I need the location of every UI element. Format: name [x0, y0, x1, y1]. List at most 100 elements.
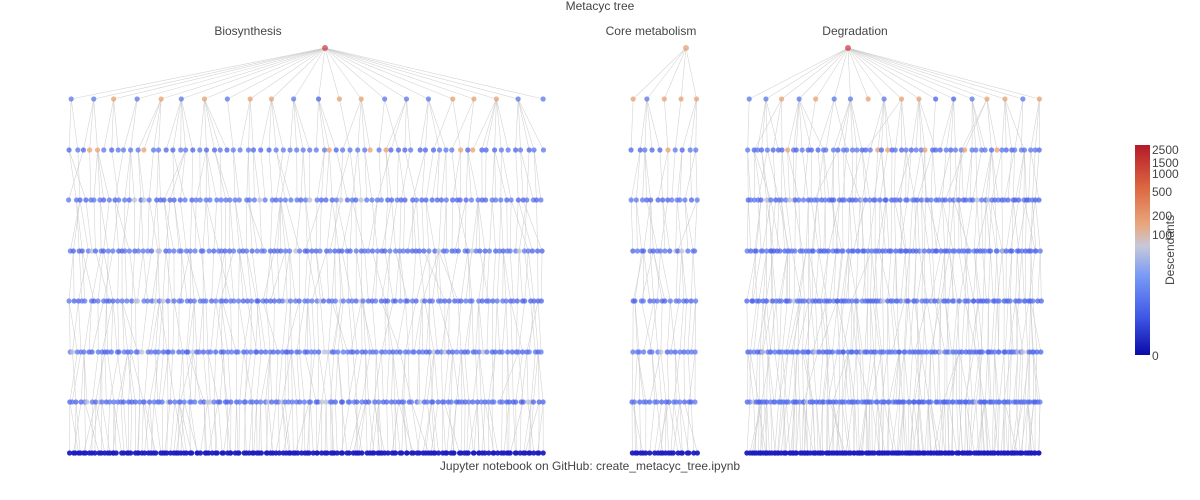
- tree-node[interactable]: [507, 248, 513, 254]
- tree-node[interactable]: [984, 96, 990, 102]
- tree-node[interactable]: [261, 248, 267, 254]
- tree-node[interactable]: [880, 349, 887, 355]
- tree-node[interactable]: [892, 147, 898, 153]
- tree-node[interactable]: [855, 248, 861, 254]
- tree-node[interactable]: [799, 147, 805, 153]
- tree-node[interactable]: [643, 399, 649, 405]
- tree-node[interactable]: [397, 248, 403, 254]
- tree-node[interactable]: [443, 248, 450, 254]
- tree-node[interactable]: [677, 197, 683, 203]
- tree-node[interactable]: [692, 248, 698, 254]
- tree-node[interactable]: [505, 147, 511, 153]
- tree-node[interactable]: [139, 349, 145, 355]
- tree-node[interactable]: [950, 399, 956, 405]
- tree-node[interactable]: [154, 197, 160, 203]
- tree-node[interactable]: [658, 349, 664, 355]
- tree-node[interactable]: [236, 248, 243, 254]
- tree-node[interactable]: [314, 197, 320, 203]
- tree-node[interactable]: [636, 349, 642, 355]
- tree-node[interactable]: [764, 248, 770, 254]
- tree-node[interactable]: [332, 399, 339, 405]
- tree-node[interactable]: [187, 248, 193, 254]
- tree-node[interactable]: [413, 298, 419, 304]
- tree-node[interactable]: [385, 197, 391, 203]
- tree-node[interactable]: [441, 399, 447, 405]
- tree-node[interactable]: [676, 298, 682, 304]
- tree-node[interactable]: [295, 450, 301, 456]
- tree-node[interactable]: [654, 298, 660, 304]
- tree-node[interactable]: [643, 450, 649, 456]
- tree-node[interactable]: [393, 349, 400, 355]
- tree-node[interactable]: [1002, 96, 1008, 102]
- tree-node[interactable]: [135, 349, 141, 355]
- tree-node[interactable]: [137, 399, 143, 405]
- tree-node[interactable]: [862, 197, 869, 203]
- tree-node[interactable]: [521, 248, 528, 254]
- tree-node[interactable]: [479, 298, 485, 304]
- tree-node[interactable]: [825, 248, 831, 254]
- tree-node[interactable]: [670, 450, 676, 456]
- tree-node[interactable]: [135, 248, 141, 254]
- tree-node[interactable]: [744, 298, 750, 304]
- tree-node[interactable]: [503, 298, 509, 304]
- tree-node[interactable]: [323, 399, 329, 405]
- tree-node[interactable]: [250, 147, 257, 153]
- tree-node[interactable]: [896, 349, 902, 355]
- tree-node[interactable]: [203, 197, 209, 203]
- tree-node[interactable]: [110, 248, 116, 254]
- tree-node[interactable]: [1038, 298, 1044, 304]
- tree-node[interactable]: [1019, 248, 1025, 254]
- tree-node[interactable]: [1021, 147, 1028, 153]
- tree-node[interactable]: [628, 197, 634, 203]
- tree-node[interactable]: [448, 399, 454, 405]
- tree-node[interactable]: [424, 399, 430, 405]
- tree-node[interactable]: [996, 349, 1002, 355]
- tree-node[interactable]: [369, 197, 375, 203]
- tree-node[interactable]: [203, 298, 209, 304]
- tree-node[interactable]: [208, 349, 214, 355]
- tree-node[interactable]: [183, 248, 190, 254]
- tree-node[interactable]: [70, 248, 76, 254]
- tree-node[interactable]: [126, 248, 133, 254]
- tree-node[interactable]: [785, 399, 792, 405]
- tree-node[interactable]: [969, 147, 975, 153]
- tree-node[interactable]: [132, 399, 138, 405]
- tree-node[interactable]: [197, 147, 203, 153]
- tree-node[interactable]: [898, 298, 904, 304]
- tree-node[interactable]: [1009, 248, 1015, 254]
- tree-node[interactable]: [214, 197, 220, 203]
- tree-node[interactable]: [307, 399, 314, 405]
- tree-node[interactable]: [901, 399, 907, 405]
- tree-node[interactable]: [307, 197, 313, 203]
- tree-node[interactable]: [344, 197, 351, 203]
- tree-node[interactable]: [115, 147, 121, 153]
- tree-node[interactable]: [436, 147, 443, 153]
- tree-node[interactable]: [644, 96, 650, 102]
- tree-node[interactable]: [463, 197, 469, 203]
- tree-node[interactable]: [219, 298, 225, 304]
- tree-node[interactable]: [227, 248, 233, 254]
- tree-node[interactable]: [956, 197, 962, 203]
- tree-node[interactable]: [92, 248, 99, 254]
- tree-node[interactable]: [268, 96, 275, 102]
- tree-node[interactable]: [861, 248, 867, 254]
- tree-node[interactable]: [898, 96, 905, 102]
- tree-node[interactable]: [280, 147, 286, 153]
- tree-node[interactable]: [801, 298, 807, 304]
- tree-node[interactable]: [508, 197, 514, 203]
- tree-node[interactable]: [1007, 399, 1013, 405]
- tree-node[interactable]: [796, 197, 802, 203]
- tree-node[interactable]: [538, 349, 544, 355]
- tree-node[interactable]: [894, 298, 900, 304]
- tree-node[interactable]: [443, 197, 449, 203]
- tree-root-node[interactable]: [683, 45, 689, 51]
- tree-node[interactable]: [187, 298, 194, 304]
- tree-node[interactable]: [167, 197, 173, 203]
- tree-node[interactable]: [747, 399, 753, 405]
- tree-node[interactable]: [346, 399, 353, 405]
- tree-node[interactable]: [520, 349, 526, 355]
- tree-node[interactable]: [213, 349, 219, 355]
- tree-node[interactable]: [189, 197, 195, 203]
- tree-node[interactable]: [514, 298, 520, 304]
- tree-node[interactable]: [655, 197, 661, 203]
